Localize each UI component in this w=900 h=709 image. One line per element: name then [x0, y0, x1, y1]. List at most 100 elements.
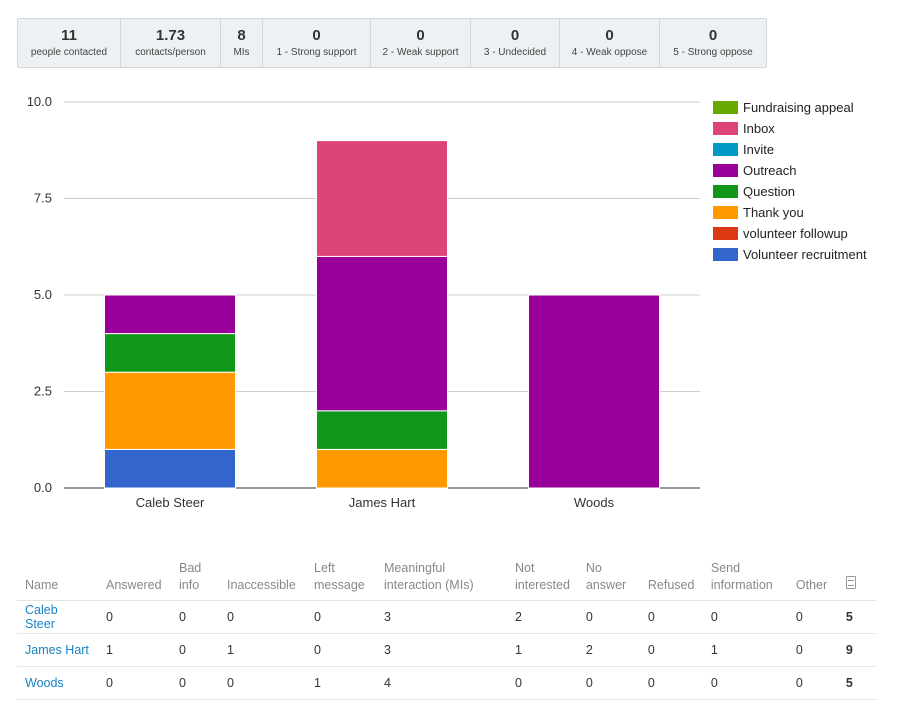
legend-swatch[interactable] [713, 143, 738, 156]
cell-total: 5 [837, 600, 876, 634]
col-header-meaningful-interaction: Meaningful interaction (MIs) [376, 560, 507, 601]
y-tick-label: 5.0 [34, 287, 52, 302]
bar-segment[interactable] [104, 371, 236, 450]
legend-swatch[interactable] [713, 227, 738, 240]
stat-value: 0 [312, 27, 321, 44]
table-row: Woods 0 0 0 1 4 0 0 0 0 0 5 [17, 666, 876, 700]
contacts-table: Name Answered Bad info Inaccessible Left… [17, 560, 876, 700]
bar-segment[interactable] [316, 448, 448, 489]
stat-value: 0 [416, 27, 425, 44]
bar-segment[interactable] [104, 294, 236, 335]
stat-weak-support: 0 2 - Weak support [371, 19, 471, 67]
bar-segment[interactable] [316, 255, 448, 412]
stats-bar: 11 people contacted 1.73 contacts/person… [17, 18, 767, 68]
cell-no-answer: 0 [577, 666, 640, 700]
cell-left-message: 1 [306, 666, 376, 700]
stat-value: 0 [510, 27, 520, 44]
bar-segment[interactable] [316, 140, 448, 257]
cell-not-interested: 2 [507, 600, 578, 634]
col-header-left-message: Left message [306, 560, 376, 601]
cell-other: 0 [787, 666, 838, 700]
col-header-inaccessible: Inaccessible [219, 560, 306, 601]
y-tick-label: 7.5 [34, 191, 52, 206]
legend-label[interactable]: Invite [743, 142, 774, 157]
name-cell[interactable]: James Hart [17, 633, 98, 667]
legend-swatch[interactable] [713, 164, 738, 177]
cell-inaccessible: 0 [219, 666, 306, 700]
person-link[interactable]: James Hart [25, 643, 89, 657]
stat-strong-support: 0 1 - Strong support [263, 19, 371, 67]
stat-mis: 8 MIs [221, 19, 263, 67]
cell-other: 0 [787, 600, 838, 634]
cell-no-answer: 2 [577, 633, 640, 667]
stat-value: 0 [708, 27, 718, 44]
cell-inaccessible: 0 [219, 600, 306, 634]
y-tick-label: 10.0 [27, 94, 52, 109]
y-tick-label: 0.0 [34, 480, 52, 495]
cell-answered: 0 [98, 600, 171, 634]
cell-inaccessible: 1 [219, 633, 306, 667]
cell-meaningful-interaction: 3 [376, 600, 507, 634]
legend-label[interactable]: Thank you [743, 205, 804, 220]
cell-answered: 1 [98, 633, 171, 667]
person-link[interactable]: Caleb Steer [25, 603, 58, 631]
legend-swatch[interactable] [713, 248, 738, 261]
name-cell[interactable]: Caleb Steer [17, 600, 98, 634]
bar-segment[interactable] [528, 294, 660, 489]
person-link[interactable]: Woods [25, 676, 64, 690]
stat-label: 2 - Weak support [382, 47, 459, 58]
cell-refused: 0 [639, 633, 703, 667]
legend-swatch[interactable] [713, 122, 738, 135]
stat-weak-oppose: 0 4 - Weak oppose [560, 19, 660, 67]
stat-label: people contacted [30, 47, 108, 58]
bar-segment[interactable] [104, 448, 236, 489]
legend-label[interactable]: Outreach [743, 163, 796, 178]
cell-total: 5 [837, 666, 876, 700]
legend-label[interactable]: volunteer followup [743, 226, 848, 241]
col-header-no-answer: No answer [577, 560, 640, 601]
stat-value: 0 [605, 27, 614, 44]
cell-not-interested: 0 [507, 666, 578, 700]
stat-value: 11 [61, 27, 77, 44]
cell-bad-info: 0 [171, 600, 219, 634]
name-cell[interactable]: Woods [17, 666, 98, 700]
y-tick-label: 2.5 [34, 384, 52, 399]
table-header-row: Name Answered Bad info Inaccessible Left… [17, 560, 876, 601]
x-tick-label: Woods [574, 495, 615, 510]
cell-total: 9 [837, 633, 876, 667]
table-row: James Hart 1 0 1 0 3 1 2 0 1 0 9 [17, 633, 876, 667]
cell-meaningful-interaction: 4 [376, 666, 507, 700]
stat-label: contacts/person [135, 47, 206, 58]
cell-no-answer: 0 [577, 600, 640, 634]
stat-label: 3 - Undecided [483, 47, 547, 58]
legend-label[interactable]: Question [743, 184, 795, 199]
stat-value: 8 [237, 27, 246, 44]
cell-send-information: 1 [702, 633, 788, 667]
stat-strong-oppose: 0 5 - Strong oppose [660, 19, 766, 67]
cell-meaningful-interaction: 3 [376, 633, 507, 667]
legend-label[interactable]: Inbox [743, 121, 775, 136]
legend-label[interactable]: Fundraising appeal [743, 100, 854, 115]
cell-answered: 0 [98, 666, 171, 700]
col-header-answered: Answered [98, 560, 171, 601]
cell-send-information: 0 [702, 600, 788, 634]
col-header-total[interactable] [837, 560, 876, 601]
stat-contacts-per-person: 1.73 contacts/person [121, 19, 221, 67]
legend-label[interactable]: Volunteer recruitment [743, 247, 867, 262]
cell-not-interested: 1 [507, 633, 578, 667]
legend-swatch[interactable] [713, 185, 738, 198]
col-header-other: Other [787, 560, 838, 601]
stat-label: 5 - Strong oppose [673, 47, 753, 58]
cell-left-message: 0 [306, 600, 376, 634]
cell-send-information: 0 [702, 666, 788, 700]
stat-label: 1 - Strong support [276, 47, 357, 58]
legend-swatch[interactable] [713, 206, 738, 219]
stat-label: 4 - Weak oppose [571, 47, 648, 58]
legend-swatch[interactable] [713, 101, 738, 114]
col-header-bad-info: Bad info [171, 560, 219, 601]
stat-undecided: 0 3 - Undecided [471, 19, 560, 67]
bar-segment[interactable] [316, 410, 448, 450]
col-header-refused: Refused [639, 560, 703, 601]
spreadsheet-icon[interactable] [845, 576, 856, 589]
bar-segment[interactable] [104, 333, 236, 373]
